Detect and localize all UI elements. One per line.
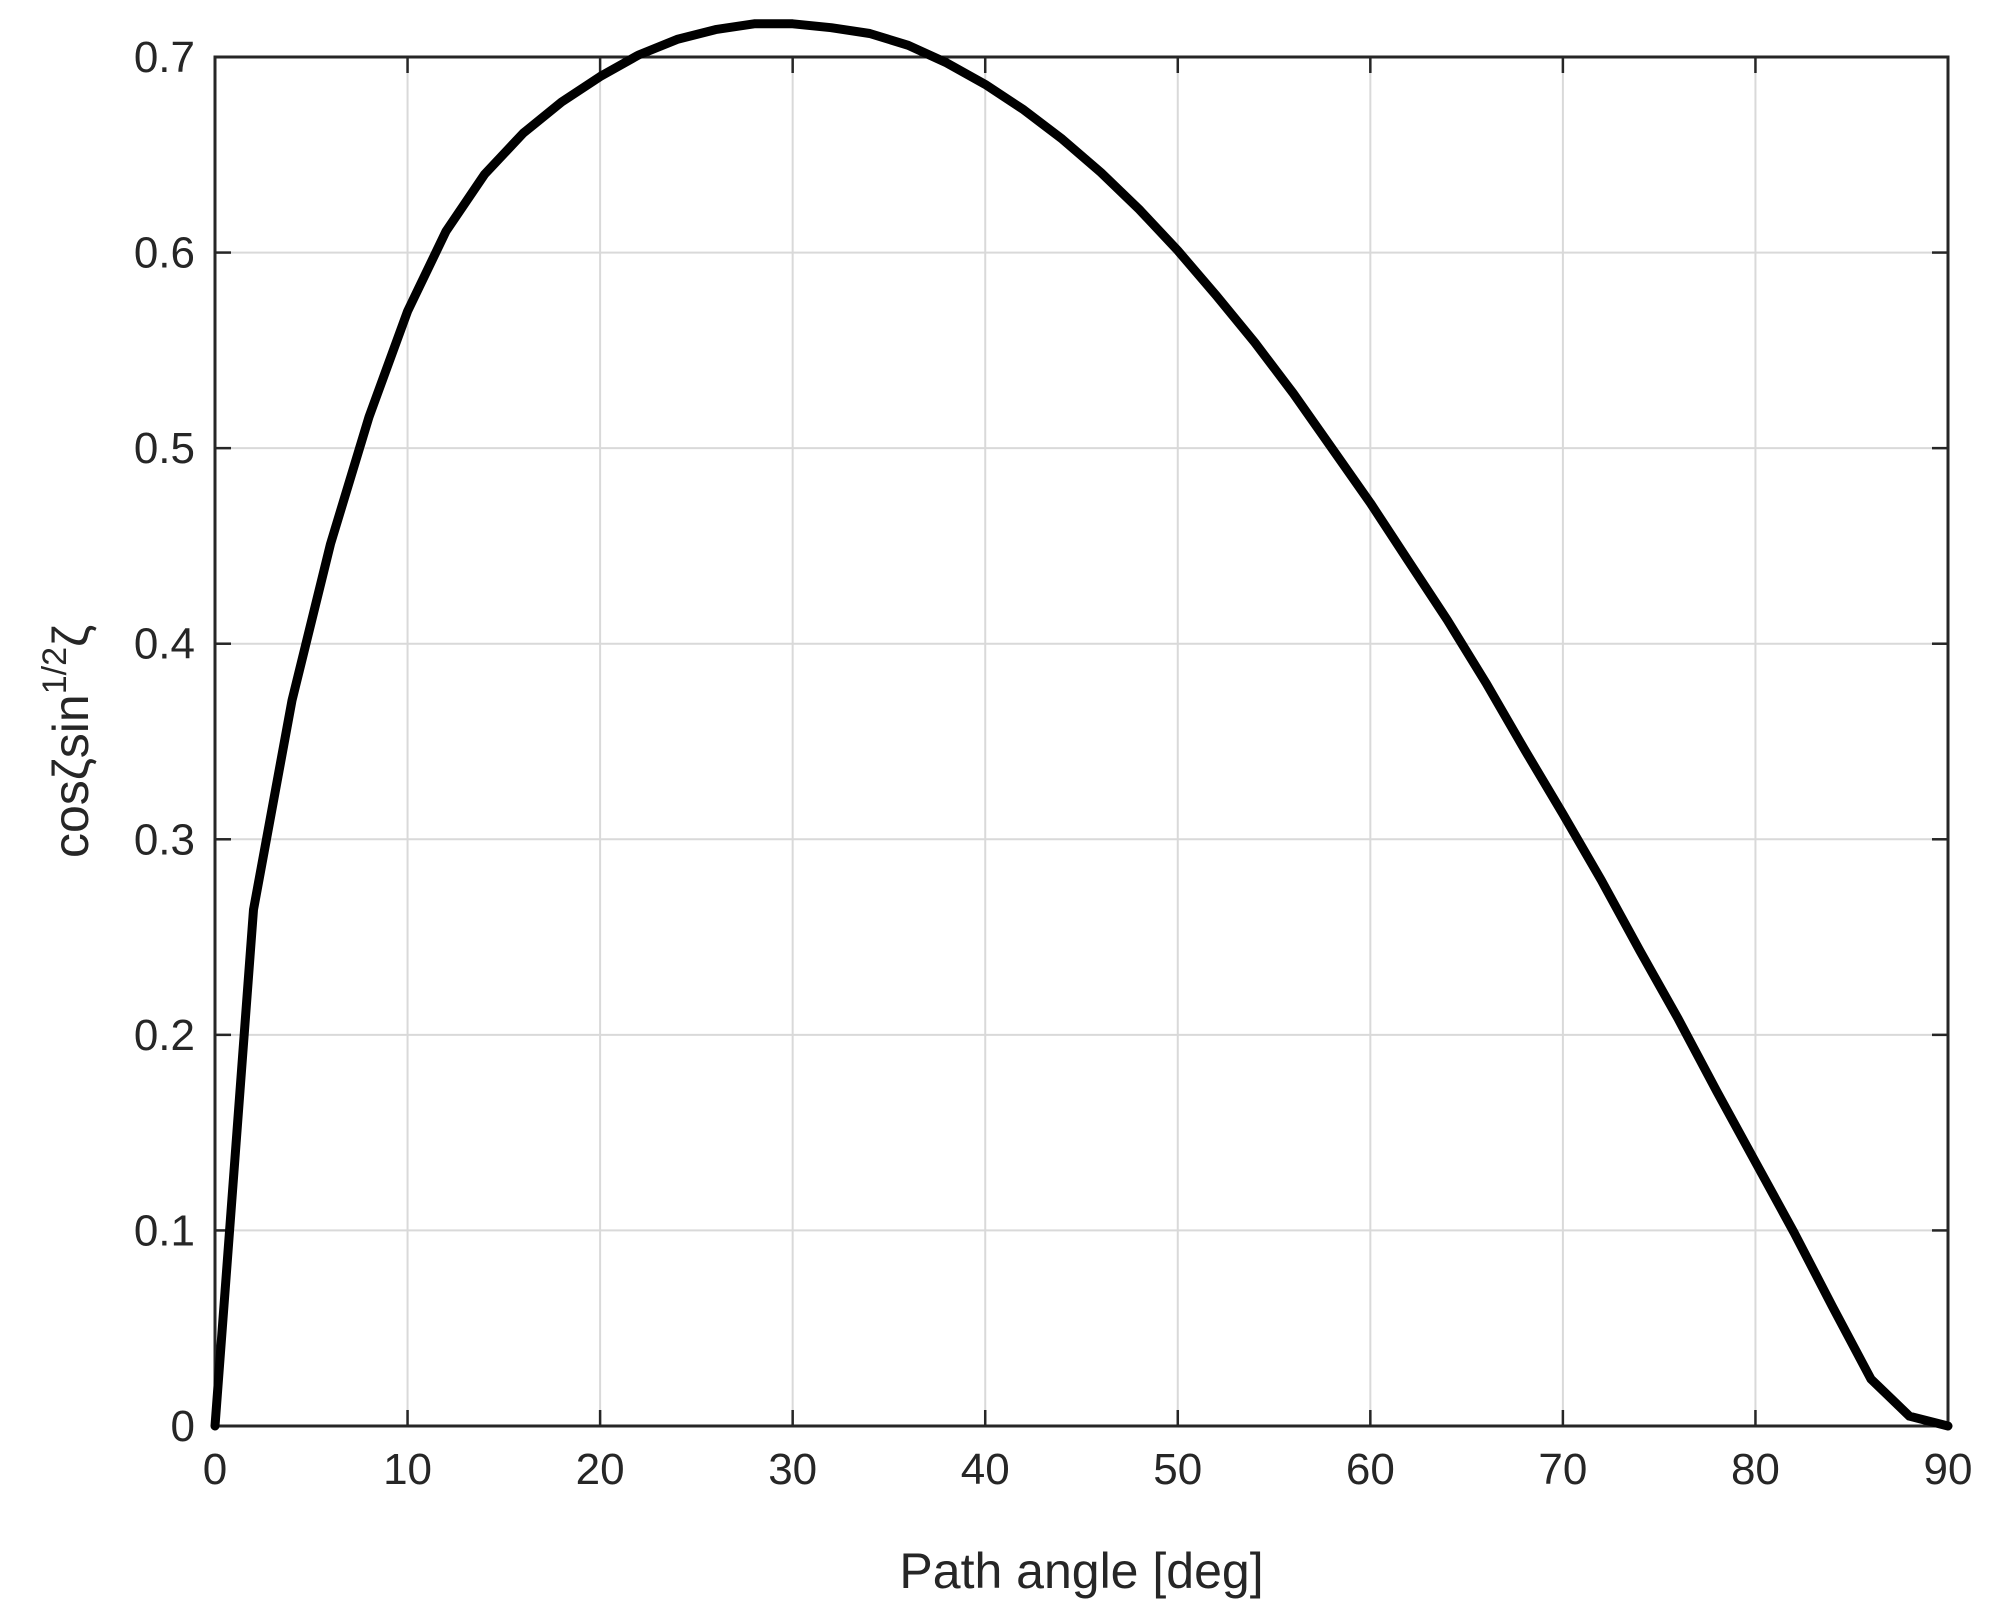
x-tick-label: 40 (961, 1445, 1010, 1494)
y-tick-label: 0.3 (134, 815, 195, 864)
x-tick-label: 70 (1538, 1445, 1587, 1494)
y-tick-label: 0.5 (134, 424, 195, 473)
x-tick-labels: 0 10 20 30 40 50 60 70 80 90 (203, 1445, 1973, 1494)
x-tick-label: 90 (1924, 1445, 1973, 1494)
x-axis-label: Path angle [deg] (899, 1543, 1263, 1599)
y-tick-label: 0.2 (134, 1011, 195, 1060)
x-tick-label: 10 (383, 1445, 432, 1494)
y-axis-label: cosζsin1/2ζ (36, 625, 99, 858)
tick-marks (213, 55, 1950, 1428)
x-tick-label: 60 (1346, 1445, 1395, 1494)
x-tick-label: 0 (203, 1445, 227, 1494)
x-tick-label: 20 (576, 1445, 625, 1494)
y-axis-label-superscript: 1/2 (36, 647, 74, 694)
y-tick-label: 0.6 (134, 229, 195, 278)
y-axis-label-tail: ζ (43, 625, 99, 647)
x-tick-label: 50 (1153, 1445, 1202, 1494)
y-tick-label: 0.4 (134, 620, 195, 669)
y-tick-label: 0 (171, 1402, 195, 1451)
y-tick-labels: 0 0.1 0.2 0.3 0.4 0.5 0.6 0.7 (134, 33, 195, 1451)
series-line (210, 19, 1953, 1431)
x-tick-label: 30 (768, 1445, 817, 1494)
y-tick-label: 0.1 (134, 1206, 195, 1255)
x-tick-label: 80 (1731, 1445, 1780, 1494)
grid (215, 57, 1948, 1426)
plot-frame (213, 55, 1950, 1428)
y-tick-label: 0.7 (134, 33, 195, 82)
y-axis-label-base: cosζsin (43, 694, 99, 858)
